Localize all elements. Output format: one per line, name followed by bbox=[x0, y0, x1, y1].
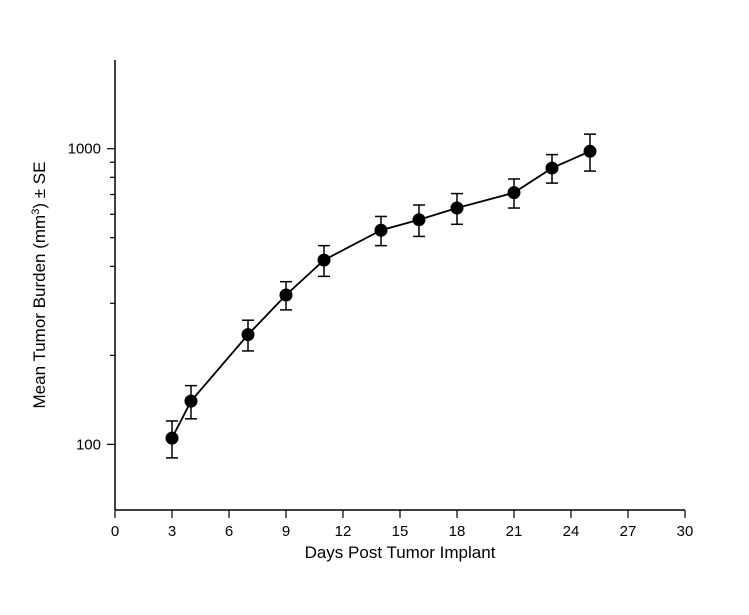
x-axis-title: Days Post Tumor Implant bbox=[305, 543, 496, 562]
x-tick-label: 21 bbox=[506, 523, 523, 540]
data-point bbox=[584, 145, 596, 157]
y-tick-label: 1000 bbox=[68, 141, 101, 158]
y-tick-label: 100 bbox=[76, 436, 101, 453]
series-line bbox=[172, 151, 590, 438]
tumor-growth-chart: 0 3 6 9 12 15 18 21 24 27 30 Days Post Tumor Implan… bbox=[0, 0, 749, 615]
y-axis-title: Mean Tumor Burden (mm3) ± SE bbox=[30, 162, 49, 409]
x-tick-label: 18 bbox=[449, 523, 466, 540]
x-tick-label: 15 bbox=[392, 523, 409, 540]
data-point bbox=[242, 329, 254, 341]
x-tick-label: 12 bbox=[335, 523, 352, 540]
x-tick-label: 6 bbox=[225, 523, 233, 540]
data-point bbox=[280, 289, 292, 301]
x-tick-label: 3 bbox=[168, 523, 176, 540]
x-tick-label: 9 bbox=[282, 523, 290, 540]
data-point bbox=[318, 254, 330, 266]
data-point bbox=[166, 432, 178, 444]
x-tick-label: 30 bbox=[677, 523, 694, 540]
data-point bbox=[375, 224, 387, 236]
x-tick-label: 0 bbox=[111, 523, 119, 540]
x-tick-label: 24 bbox=[563, 523, 580, 540]
data-point bbox=[546, 162, 558, 174]
x-tick-label: 27 bbox=[620, 523, 637, 540]
data-point bbox=[451, 202, 463, 214]
data-point bbox=[413, 214, 425, 226]
data-point bbox=[185, 395, 197, 407]
chart-svg: 0 3 6 9 12 15 18 21 24 27 30 Days Post Tumor Implan… bbox=[0, 0, 749, 615]
data-point bbox=[508, 187, 520, 199]
